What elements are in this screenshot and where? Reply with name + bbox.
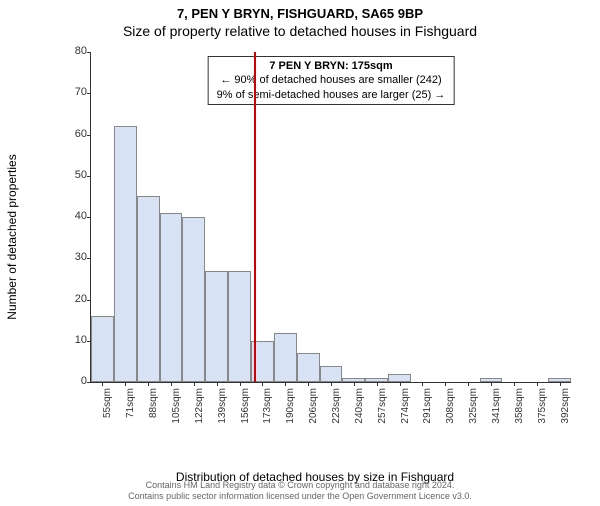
x-tick-mark [377,382,378,386]
x-tick-mark [331,382,332,386]
histogram-bar [274,333,297,383]
x-tick-mark [148,382,149,386]
y-tick-mark [87,52,91,53]
y-tick-label: 10 [61,334,87,346]
y-tick-label: 0 [61,375,87,387]
annotation-line1: 7 PEN Y BRYN: 175sqm [217,59,446,73]
x-tick-mark [194,382,195,386]
x-tick-label: 122sqm [194,388,205,428]
x-tick-label: 223sqm [331,388,342,428]
histogram-bar [182,217,205,382]
page-title-address: 7, PEN Y BRYN, FISHGUARD, SA65 9BP [0,6,600,21]
y-tick-mark [87,382,91,383]
x-tick-mark [422,382,423,386]
x-tick-label: 392sqm [560,388,571,428]
histogram-bar [205,271,228,382]
x-tick-label: 240sqm [354,388,365,428]
y-tick-label: 60 [61,128,87,140]
x-tick-label: 291sqm [422,388,433,428]
histogram-bar [297,353,320,382]
x-tick-mark [240,382,241,386]
y-tick-label: 70 [61,86,87,98]
x-tick-label: 325sqm [468,388,479,428]
x-tick-mark [400,382,401,386]
annotation-line2: ← 90% of detached houses are smaller (24… [217,73,446,87]
x-tick-mark [514,382,515,386]
histogram-bar [137,196,160,382]
x-tick-label: 71sqm [125,388,136,428]
y-tick-mark [87,176,91,177]
x-tick-mark [445,382,446,386]
annotation-box: 7 PEN Y BRYN: 175sqm ← 90% of detached h… [208,56,455,105]
y-tick-label: 30 [61,251,87,263]
x-tick-label: 139sqm [217,388,228,428]
x-tick-label: 358sqm [514,388,525,428]
footer-line1: Contains HM Land Registry data © Crown c… [0,480,600,491]
x-tick-label: 55sqm [102,388,113,428]
y-tick-label: 50 [61,169,87,181]
x-tick-mark [560,382,561,386]
y-tick-mark [87,300,91,301]
histogram-bar [320,366,343,383]
x-tick-mark [537,382,538,386]
x-tick-mark [102,382,103,386]
x-tick-mark [217,382,218,386]
histogram-bar [114,126,137,382]
y-tick-mark [87,217,91,218]
histogram-chart: Number of detached properties 7 PEN Y BR… [60,52,570,422]
y-tick-label: 40 [61,210,87,222]
x-tick-label: 341sqm [491,388,502,428]
page-title-desc: Size of property relative to detached ho… [0,23,600,39]
y-tick-mark [87,258,91,259]
x-tick-mark [171,382,172,386]
footer-attribution: Contains HM Land Registry data © Crown c… [0,480,600,502]
x-tick-label: 173sqm [262,388,273,428]
x-tick-mark [468,382,469,386]
histogram-bar [228,271,251,382]
x-tick-label: 88sqm [148,388,159,428]
x-tick-mark [285,382,286,386]
plot-area: 7 PEN Y BRYN: 175sqm ← 90% of detached h… [90,52,571,383]
x-tick-label: 274sqm [400,388,411,428]
y-tick-label: 20 [61,293,87,305]
x-tick-label: 105sqm [171,388,182,428]
y-axis-label: Number of detached properties [5,154,19,319]
x-tick-label: 156sqm [240,388,251,428]
reference-line [254,52,256,382]
x-tick-label: 308sqm [445,388,456,428]
x-tick-label: 257sqm [377,388,388,428]
x-tick-label: 206sqm [308,388,319,428]
x-tick-label: 375sqm [537,388,548,428]
footer-line2: Contains public sector information licen… [0,491,600,502]
x-tick-mark [491,382,492,386]
y-tick-mark [87,93,91,94]
x-tick-mark [308,382,309,386]
annotation-line3: 9% of semi-detached houses are larger (2… [217,88,446,102]
histogram-bar [388,374,411,382]
x-tick-mark [354,382,355,386]
x-tick-mark [262,382,263,386]
histogram-bar [91,316,114,382]
histogram-bar [160,213,183,382]
x-tick-label: 190sqm [285,388,296,428]
y-tick-mark [87,135,91,136]
y-tick-label: 80 [61,45,87,57]
x-tick-mark [125,382,126,386]
